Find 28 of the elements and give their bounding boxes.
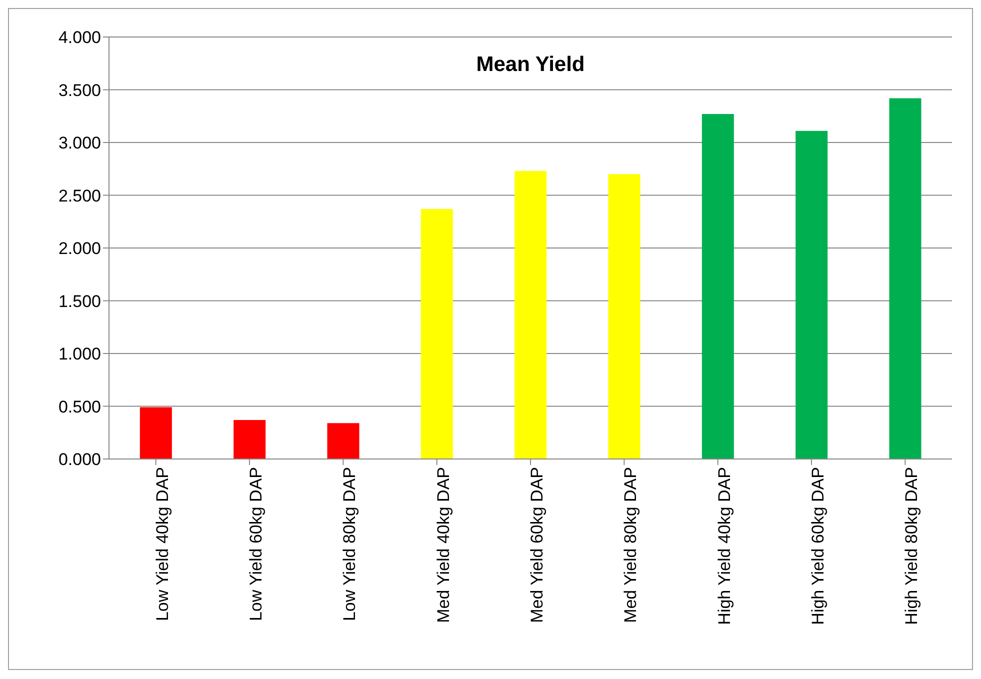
y-tick-label: 3.000 — [58, 134, 101, 153]
bar — [608, 174, 640, 459]
y-tick-label: 2.000 — [58, 239, 101, 258]
y-tick-label: 3.500 — [58, 80, 101, 100]
bar — [234, 420, 266, 459]
x-tick-label: Low Yield 60kg DAP — [246, 467, 266, 622]
x-tick-label: Low Yield 80kg DAP — [340, 467, 360, 622]
x-tick-label: Med Yield 60kg DAP — [528, 467, 547, 623]
bar — [420, 208, 453, 459]
x-tick-label: High Yield 60kg DAP — [808, 467, 828, 625]
y-tick-label: 0.000 — [58, 450, 101, 470]
bar — [702, 114, 734, 459]
x-tick-label: Med Yield 80kg DAP — [621, 467, 640, 623]
bar — [514, 170, 547, 459]
bar — [327, 423, 360, 459]
text: Mean Yield — [475, 53, 586, 77]
y-tick-label: 4.000 — [58, 28, 101, 48]
bar — [889, 98, 922, 459]
y-tick-label: 0.500 — [58, 397, 101, 416]
y-tick-label: 2.500 — [58, 186, 101, 206]
bar — [796, 130, 828, 459]
x-tick-label: High Yield 80kg DAP — [902, 467, 922, 625]
y-tick-label: 1.500 — [58, 292, 101, 311]
bar — [140, 407, 172, 459]
x-tick-label: Low Yield 40kg DAP — [152, 467, 172, 622]
x-tick-label: Med Yield 40kg DAP — [434, 467, 453, 623]
y-tick-label: 1.000 — [58, 344, 101, 364]
x-tick-label: High Yield 40kg DAP — [714, 467, 734, 625]
